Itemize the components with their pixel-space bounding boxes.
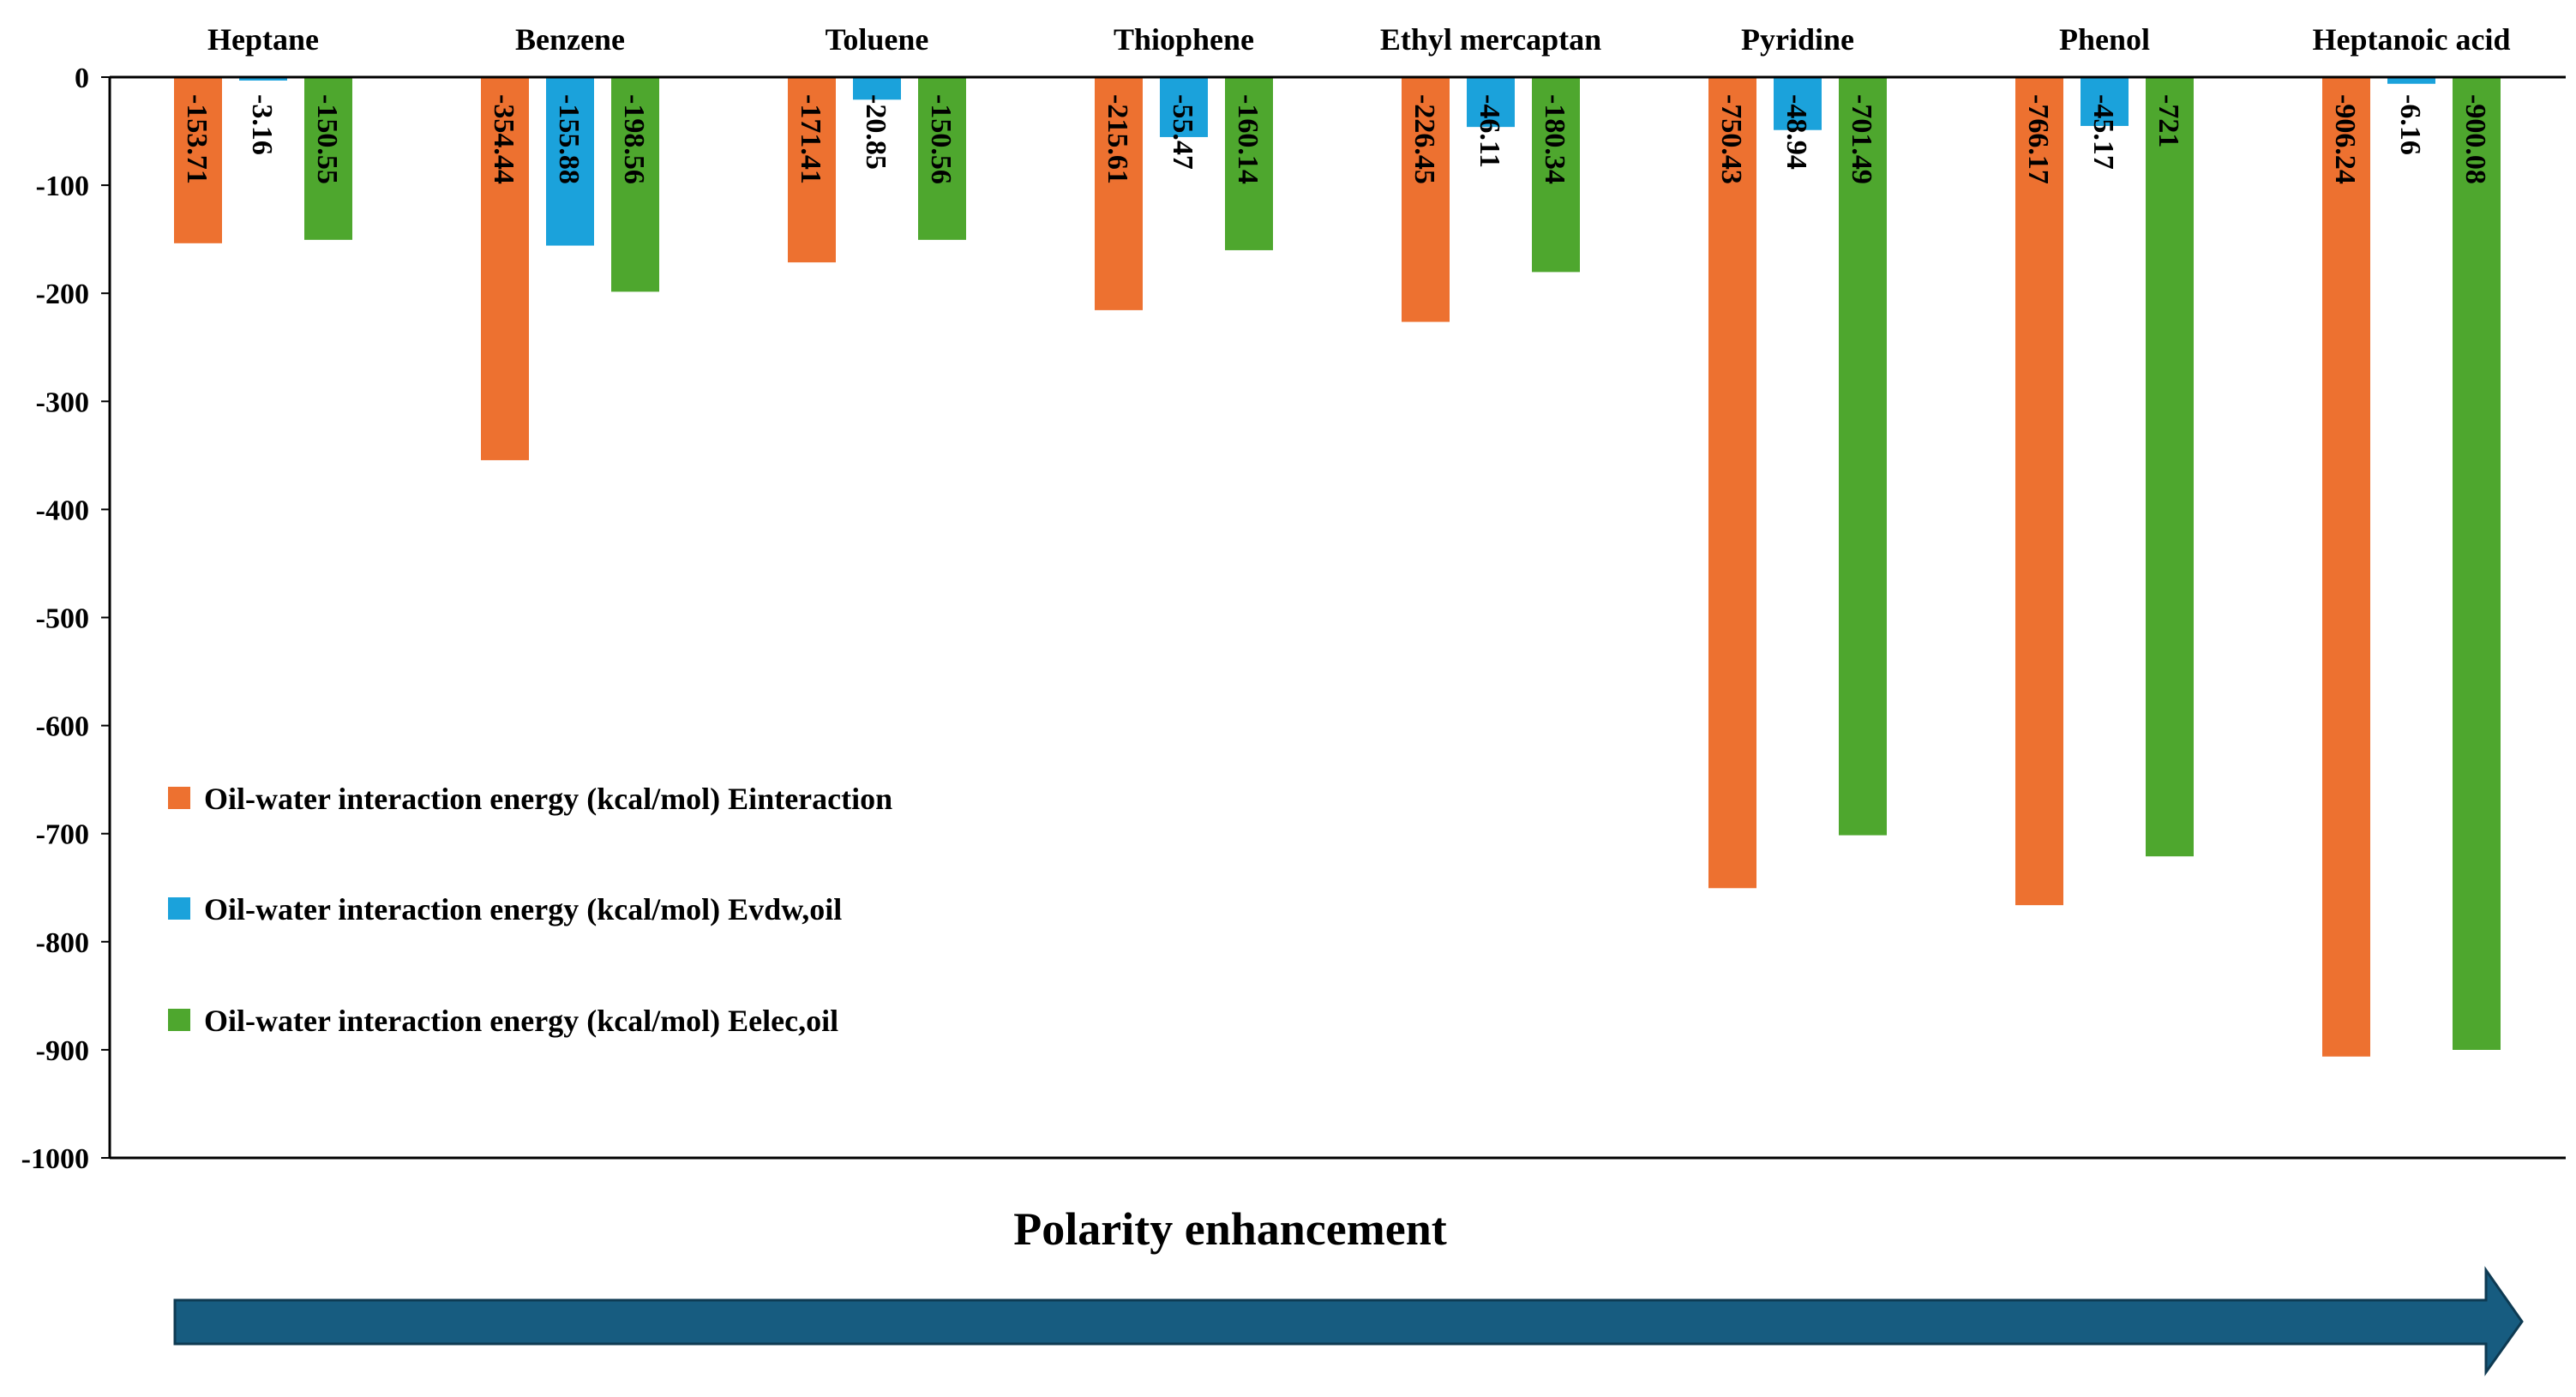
y-tick-label-4: -400 (36, 495, 89, 526)
category-label-2: Toluene (826, 22, 929, 57)
bar-1-0 (239, 77, 287, 81)
data-label-2-4: -180.34 (1539, 94, 1570, 184)
data-label-2-7: -900.08 (2459, 94, 2491, 184)
category-label-6: Phenol (2059, 22, 2150, 57)
data-label-1-1: -155.88 (553, 94, 585, 184)
y-tick-label-6: -600 (36, 711, 89, 743)
bar-1-3 (1160, 77, 1208, 137)
category-label-4: Ethyl mercaptan (1380, 22, 1601, 57)
data-label-1-3: -55.47 (1167, 94, 1198, 170)
legend-label-2: Oil-water interaction energy (kcal/mol) … (204, 1004, 838, 1038)
data-label-0-7: -906.24 (2329, 94, 2361, 184)
bar-2-2 (918, 77, 966, 240)
data-label-1-2: -20.85 (860, 94, 892, 170)
bar-1-1 (546, 77, 594, 246)
data-label-0-4: -226.45 (1408, 94, 1440, 184)
polarity-arrow (173, 1266, 2524, 1376)
bar-2-5 (1839, 77, 1887, 836)
y-tick-label-3: -300 (36, 387, 89, 418)
bar-0-2 (788, 77, 836, 263)
data-label-2-1: -198.56 (618, 94, 650, 184)
data-label-2-5: -701.49 (1846, 94, 1877, 184)
bar-1-4 (1467, 77, 1515, 128)
bar-0-7 (2322, 77, 2370, 1057)
data-label-0-1: -354.44 (488, 94, 519, 184)
data-label-1-7: -6.16 (2394, 94, 2426, 155)
bar-2-3 (1225, 77, 1273, 250)
data-label-2-3: -160.14 (1232, 94, 1264, 184)
bar-2-0 (304, 77, 352, 240)
data-labels-layer: -153.71 -3.16 -150.55 -354.44 -155.88 -198.56… (181, 94, 2491, 184)
bar-1-5 (1774, 77, 1822, 130)
legend-swatch-1 (168, 897, 190, 920)
bars-layer (174, 77, 2501, 1057)
y-tick-label-5: -500 (36, 603, 89, 635)
legend-swatch-2 (168, 1009, 190, 1031)
arrow-caption: Polarity enhancement (1013, 1203, 1446, 1255)
y-tick-label-9: -900 (36, 1035, 89, 1067)
bar-0-0 (174, 77, 222, 243)
polarity-arrow-group: Polarity enhancement (173, 1203, 2524, 1376)
bar-0-3 (1095, 77, 1143, 310)
y-tick-label-10: -1000 (21, 1143, 89, 1175)
data-label-0-3: -215.61 (1102, 94, 1133, 184)
category-label-3: Thiophene (1114, 22, 1254, 57)
legend-swatch-0 (168, 787, 190, 809)
bar-2-7 (2453, 77, 2501, 1051)
data-label-1-5: -48.94 (1780, 94, 1812, 170)
bar-0-1 (481, 77, 529, 460)
data-label-2-0: -150.55 (311, 94, 343, 184)
bar-0-4 (1402, 77, 1450, 322)
category-label-1: Benzene (515, 22, 625, 57)
data-label-2-2: -150.56 (925, 94, 957, 184)
bar-2-6 (2146, 77, 2194, 857)
data-label-0-6: -766.17 (2022, 94, 2054, 184)
category-label-0: Heptane (207, 22, 319, 57)
data-label-0-2: -171.41 (795, 94, 826, 184)
bar-1-2 (853, 77, 901, 100)
data-label-0-0: -153.71 (181, 94, 213, 184)
data-label-1-6: -45.17 (2087, 94, 2119, 170)
bar-1-6 (2081, 77, 2129, 126)
bar-0-5 (1708, 77, 1756, 889)
legend-label-0: Oil-water interaction energy (kcal/mol) … (204, 782, 892, 816)
bar-0-6 (2015, 77, 2063, 906)
category-label-5: Pyridine (1741, 22, 1854, 57)
bar-2-1 (611, 77, 659, 292)
y-tick-label-1: -100 (36, 171, 89, 202)
data-label-0-5: -750.43 (1715, 94, 1747, 184)
category-label-7: Heptanoic acid (2313, 22, 2511, 57)
legend-label-1: Oil-water interaction energy (kcal/mol) … (204, 892, 842, 926)
axis-layer: Heptane Benzene Toluene Thiophene Ethyl merc… (21, 22, 2566, 1175)
y-tick-label-7: -700 (36, 819, 89, 851)
data-label-1-0: -3.16 (246, 94, 278, 155)
data-label-2-6: -721 (2153, 94, 2184, 147)
bar-1-7 (2387, 77, 2435, 84)
legend: Oil-water interaction energy (kcal/mol) … (168, 782, 892, 1038)
y-tick-label-2: -200 (36, 279, 89, 310)
y-tick-label-0: 0 (75, 63, 89, 94)
y-tick-label-8: -800 (36, 927, 89, 959)
data-label-1-4: -46.11 (1474, 94, 1505, 168)
bar-2-4 (1532, 77, 1580, 273)
